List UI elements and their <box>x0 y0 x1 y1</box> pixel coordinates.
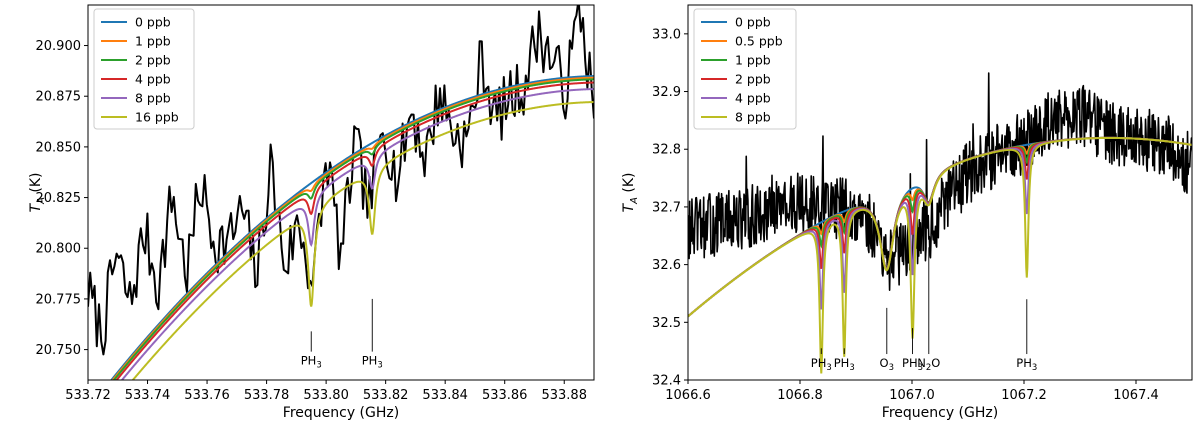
legend-label: 8 ppb <box>135 91 171 106</box>
plot-frame <box>87 4 595 381</box>
x-tick-label: 533.78 <box>244 388 290 403</box>
plot-area <box>688 72 1192 374</box>
observed-spectrum-line <box>688 72 1192 291</box>
y-tick-label: 32.6 <box>652 258 681 273</box>
legend-label: 0 ppb <box>135 15 171 30</box>
left-panel: PH3 PH3 533.72 533.74 533.76 533.78 533.80 533.… <box>28 4 595 421</box>
y-tick-label: 20.850 <box>36 140 82 155</box>
legend-label: 4 ppb <box>135 72 171 87</box>
x-tick-label: 533.76 <box>184 388 230 403</box>
y-tick-label: 32.5 <box>652 316 681 331</box>
x-tick-label: 1066.6 <box>665 388 711 403</box>
legend-label: 1 ppb <box>735 53 771 68</box>
observed-spectrum-line <box>88 5 594 356</box>
y-tick-label: 20.775 <box>36 292 82 307</box>
x-tick-label: 533.84 <box>422 388 468 403</box>
y-tick-label: 20.825 <box>36 191 82 206</box>
x-tick-label: 533.86 <box>482 388 528 403</box>
y-tick-label: 32.9 <box>652 85 681 100</box>
legend: 0 ppb 0.5 ppb 1 ppb 2 ppb 4 ppb 8 ppb <box>693 8 797 130</box>
plot-frame <box>687 4 1193 381</box>
model-line-2-ppb <box>112 78 594 380</box>
y-tick-label: 20.750 <box>36 343 82 358</box>
model-line-8-ppb <box>120 88 594 380</box>
model-line-0-ppb <box>110 75 594 380</box>
x-tick-label: 1067.4 <box>1113 388 1159 403</box>
y-axis-label: TA (K) <box>28 173 47 213</box>
x-tick-label: 1066.8 <box>777 388 823 403</box>
annotation-label: PH3 <box>1016 356 1037 373</box>
y-axis-label: TA (K) <box>621 173 640 213</box>
legend-label: 2 ppb <box>735 72 771 87</box>
y-tick-label: 32.7 <box>652 200 681 215</box>
annotation-label: PH3 <box>834 356 855 373</box>
legend-label: 16 ppb <box>135 110 179 125</box>
y-tick-label: 32.8 <box>652 143 681 158</box>
x-tick-label: 533.88 <box>541 388 587 403</box>
annotation-label: PH3 <box>362 354 383 371</box>
x-tick-label: 1067.0 <box>889 388 935 403</box>
y-tick-label: 32.4 <box>652 374 681 389</box>
model-line-1-ppb <box>111 76 594 380</box>
legend-label: 4 ppb <box>735 91 771 106</box>
annotation-label: PH3 <box>811 356 832 373</box>
x-axis-label: Frequency (GHz) <box>882 405 998 421</box>
x-tick-label: 533.72 <box>65 388 111 403</box>
annotation-label: PH3 <box>301 354 322 371</box>
x-axis-label: Frequency (GHz) <box>283 405 399 421</box>
legend-label: 2 ppb <box>135 53 171 68</box>
x-tick-label: 533.80 <box>303 388 349 403</box>
annotation-label: PH3 <box>902 356 923 373</box>
x-tick-label: 533.74 <box>125 388 171 403</box>
x-tick-label: 1067.2 <box>1001 388 1047 403</box>
y-tick-label: 20.875 <box>36 90 82 105</box>
legend: 0 ppb 1 ppb 2 ppb 4 ppb 8 ppb 16 ppb <box>93 8 195 130</box>
plot-area <box>88 5 594 380</box>
annotation-label: O3 <box>880 356 894 373</box>
y-tick-label: 20.900 <box>36 39 82 54</box>
annotation-label: N2O <box>917 356 940 373</box>
y-tick-label: 20.800 <box>36 242 82 257</box>
y-tick-label: 33.0 <box>652 27 681 42</box>
model-line-16-ppb <box>131 101 594 380</box>
x-tick-label: 533.82 <box>363 388 409 403</box>
model-line-4-ppb <box>115 81 594 380</box>
legend-label: 0.5 ppb <box>735 34 783 49</box>
model-line-8-ppb <box>688 136 1192 374</box>
legend-label: 8 ppb <box>735 110 771 125</box>
legend-label: 1 ppb <box>135 34 171 49</box>
legend-label: 0 ppb <box>735 15 771 30</box>
